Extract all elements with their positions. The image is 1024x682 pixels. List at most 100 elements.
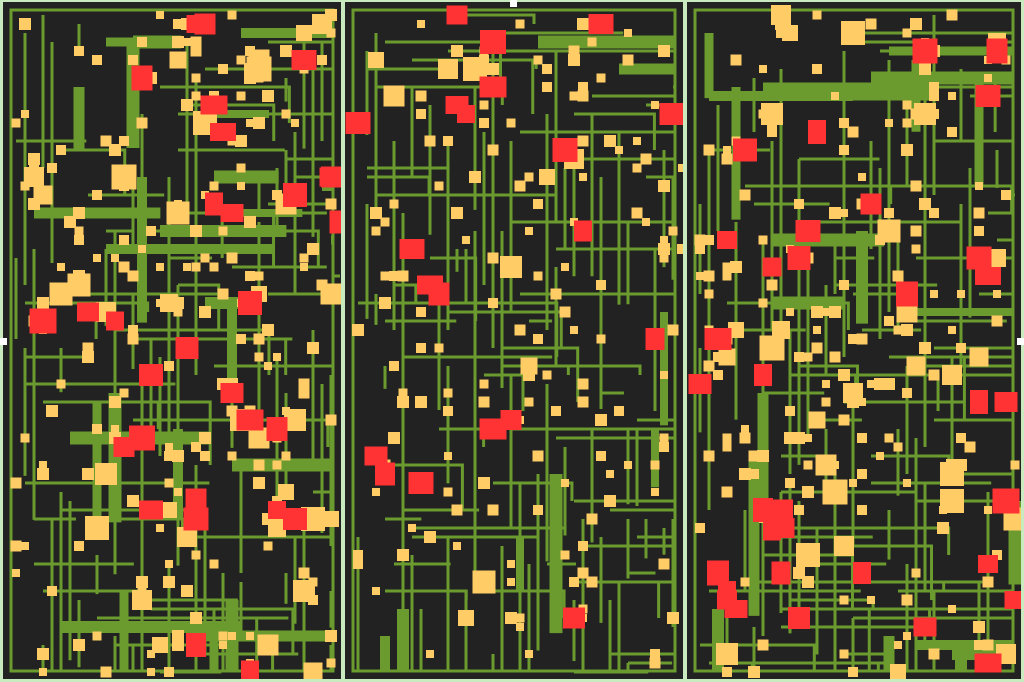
trace [502,364,642,375]
hot-node [139,364,163,386]
node [372,488,380,496]
node [39,461,47,469]
hot-node [345,112,371,134]
node [614,406,624,416]
large-node [841,21,865,45]
node [209,262,219,272]
node [696,272,704,280]
node [991,315,1003,327]
node [839,595,849,605]
hot-node [321,166,341,188]
node [919,63,931,75]
trace [673,256,677,294]
hot-node [479,418,507,440]
node [748,450,760,462]
node [444,452,452,460]
node [704,289,714,299]
node [443,136,453,146]
node [919,342,931,354]
node [624,461,632,469]
node [579,173,587,181]
node [858,173,866,181]
node [586,513,598,525]
node [12,569,20,577]
node [19,18,31,30]
node [730,54,742,66]
node [111,425,119,433]
large-node [284,409,306,431]
node [694,234,706,246]
node [631,207,643,219]
node [515,613,525,623]
left-edge-handle[interactable] [0,338,7,345]
node [838,369,850,381]
large-node [166,201,190,225]
node [929,82,939,92]
node [542,82,552,92]
hot-node [480,30,506,54]
hot-node [457,105,475,123]
node [534,506,542,514]
node [839,280,849,290]
node [479,118,489,128]
node [92,190,102,200]
right-edge-handle[interactable] [1017,338,1024,345]
node [434,181,444,191]
node [325,630,337,642]
hot-node [795,220,821,242]
node [10,540,22,552]
node [299,253,309,263]
node [721,153,733,165]
node [587,37,597,47]
node [298,387,310,399]
node [74,226,84,236]
hot-node [974,653,1002,673]
large-node [248,49,270,71]
node [416,307,426,317]
frame-trace [351,8,677,673]
node [829,306,841,318]
node [910,180,922,192]
maze-panel-middle [345,2,683,679]
hot-node [186,633,206,657]
node [172,630,184,642]
node [74,46,84,56]
large-node [257,634,279,656]
node [21,110,29,118]
node [633,137,641,145]
large-node [539,169,555,185]
node [218,226,228,236]
node [164,451,174,461]
node [885,119,893,127]
node [524,172,534,182]
node [984,506,992,514]
node [578,82,588,92]
large-node [152,637,168,653]
large-node [914,103,936,125]
node [190,45,202,57]
node [812,10,822,20]
large-node [268,519,286,537]
trace [1011,193,1015,231]
node [903,632,911,640]
top-edge-handle[interactable] [510,0,517,7]
node [964,441,976,453]
node [902,100,912,110]
hot-node [707,560,729,586]
node [443,388,453,398]
node [128,325,138,335]
node [487,144,499,156]
hot-node [588,14,614,34]
node [200,253,210,263]
node [667,324,679,336]
node [380,217,390,227]
node [847,126,859,138]
node [946,9,958,21]
node [930,290,938,298]
node [181,585,193,597]
hot-node [645,328,665,350]
node [280,45,292,57]
hot-node [283,508,307,530]
node [236,55,246,65]
node [928,648,940,660]
